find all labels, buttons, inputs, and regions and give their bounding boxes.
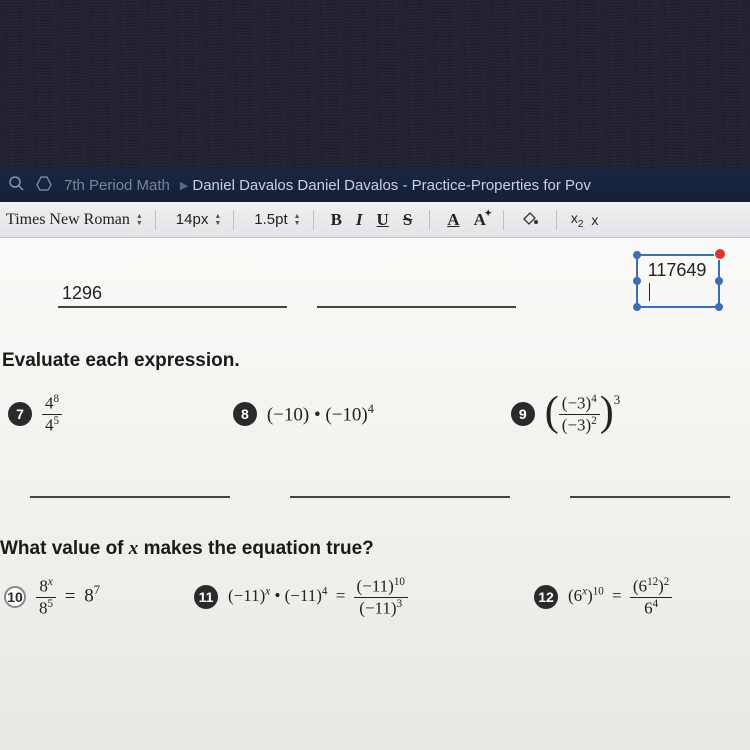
problem-number-7: 7 xyxy=(8,402,32,426)
browser-tabbar: 7th Period Math ▶ Daniel Davalos Daniel … xyxy=(0,168,750,202)
superscript-button[interactable]: x xyxy=(591,212,598,228)
answer-3-value: 117649 xyxy=(648,260,707,280)
answer-line-7[interactable] xyxy=(30,496,230,498)
delete-handle-icon[interactable] xyxy=(714,248,726,260)
problem-number-12: 12 xyxy=(534,585,558,609)
camera-moire-top xyxy=(0,0,750,168)
paint-bucket-icon[interactable] xyxy=(521,209,539,231)
answer-row-top: 1296 117649 xyxy=(0,266,750,308)
problem-12: 12 (6x)10 = (612)2 64 xyxy=(524,576,672,618)
font-family-select[interactable]: Times New Roman xyxy=(6,211,130,229)
answer-2-blank[interactable] xyxy=(317,286,516,308)
bold-button[interactable]: B xyxy=(331,210,342,230)
chevron-right-icon: ▶ xyxy=(180,179,188,192)
problem-number-11: 11 xyxy=(194,585,218,609)
problem-8: 8 (−10) • (−10)4 xyxy=(203,390,501,438)
problem-9: 9 ( (−3)4 (−3)2 )3 xyxy=(501,390,730,438)
section-heading-solve: What value of x makes the equation true? xyxy=(0,538,750,560)
problem-11: 11 (−11)x • (−11)4 = (−11)10 (−11)3 xyxy=(164,576,524,618)
answer-row-2 xyxy=(0,496,750,498)
problem-row-2: 10 8x 85 = 87 11 (−11)x • (−11)4 = (−11)… xyxy=(0,576,750,618)
underline-button[interactable]: U xyxy=(377,210,389,230)
section-heading-evaluate: Evaluate each expression. xyxy=(2,350,750,372)
problem-number-9: 9 xyxy=(511,402,535,426)
subscript-button[interactable]: x2 xyxy=(571,210,584,230)
answer-3-selected[interactable]: 117649 xyxy=(636,254,720,308)
problem-row-1: 7 48 45 8 (−10) • (−10)4 9 ( (−3)4 (−3)2… xyxy=(0,390,750,438)
text-cursor xyxy=(649,283,650,301)
line-spacing-value[interactable]: 1.5pt xyxy=(254,211,287,228)
problem-10: 10 8x 85 = 87 xyxy=(4,576,164,618)
font-family-stepper[interactable]: ▲▼ xyxy=(136,213,143,227)
answer-line-8[interactable] xyxy=(290,496,510,498)
text-color-button[interactable]: A xyxy=(447,210,459,230)
problem-7: 7 48 45 xyxy=(8,390,203,438)
document-page: 1296 117649 Evaluate each expression. 7 … xyxy=(0,238,750,750)
answer-line-9[interactable] xyxy=(570,496,730,498)
strikethrough-button[interactable]: S xyxy=(403,210,412,230)
search-icon[interactable] xyxy=(8,175,24,195)
breadcrumb-folder[interactable]: 7th Period Math xyxy=(64,177,170,194)
document-title[interactable]: Daniel Davalos Daniel Davalos - Practice… xyxy=(192,177,591,194)
font-size-stepper[interactable]: ▲▼ xyxy=(214,213,221,227)
italic-button[interactable]: I xyxy=(356,210,363,230)
problem-number-8: 8 xyxy=(233,402,257,426)
drive-icon[interactable] xyxy=(36,175,52,195)
font-size-value[interactable]: 14px xyxy=(176,211,209,228)
formatting-toolbar: Times New Roman ▲▼ 14px ▲▼ 1.5pt ▲▼ B I … xyxy=(0,202,750,238)
highlight-button[interactable]: A✦ xyxy=(474,210,486,230)
answer-1[interactable]: 1296 xyxy=(58,283,287,308)
line-spacing-stepper[interactable]: ▲▼ xyxy=(294,213,301,227)
problem-number-10: 10 xyxy=(4,586,26,608)
